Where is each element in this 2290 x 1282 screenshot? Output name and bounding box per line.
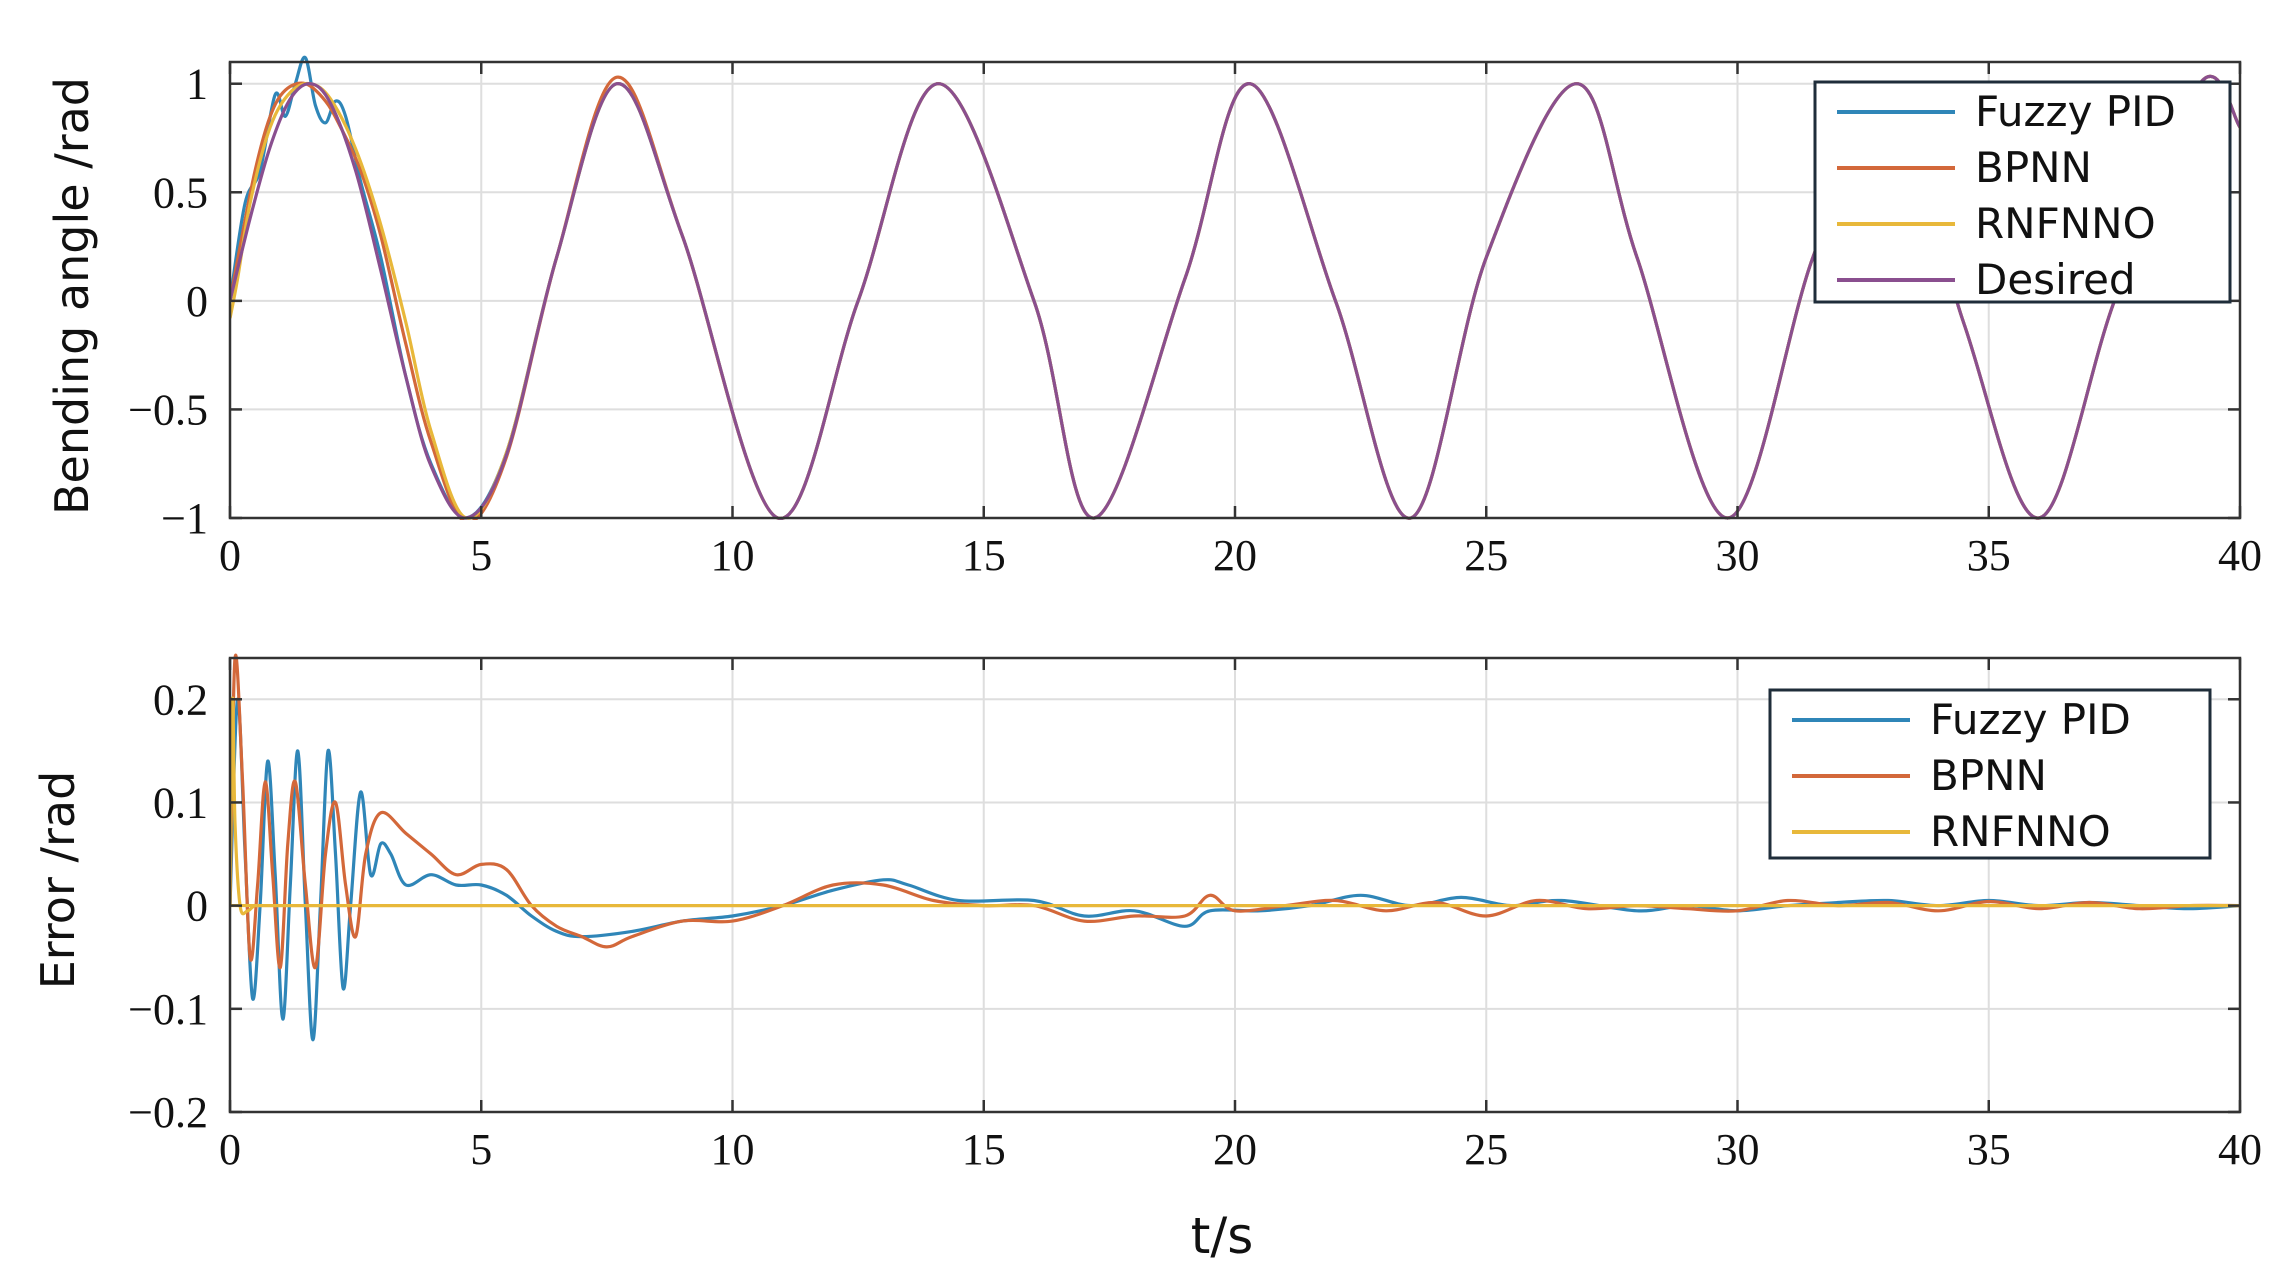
bending-y-axis-label: Bending angle /rad: [45, 77, 99, 515]
bending-y-tick-label: 1: [186, 60, 208, 109]
error-panel: 0 5 10 15 20 25 30 35 40 0.2 0.1 0 −0.1 −0.2 Error /r…: [31, 653, 2262, 1174]
bending-x-tick-label: 10: [711, 531, 755, 580]
error-y-tick-label: −0.2: [128, 1088, 208, 1137]
bending-y-tick-label: 0: [186, 277, 208, 326]
error-legend-label-rnfnno: RNFNNO: [1930, 807, 2111, 856]
error-legend-label-bpnn: BPNN: [1930, 751, 2047, 800]
bending-x-tick-label: 0: [219, 531, 241, 580]
error-y-tick-label: 0: [186, 882, 208, 931]
bending-x-tick-label: 15: [962, 531, 1006, 580]
bending-legend: Fuzzy PID BPNN RNFNNO Desired: [1813, 80, 2232, 304]
bending-y-tick-label: 0.5: [153, 168, 208, 217]
bending-legend-box: [1813, 80, 2232, 304]
error-x-tick-label: 40: [2218, 1125, 2262, 1174]
error-x-tick-label: 35: [1967, 1125, 2011, 1174]
bending-x-tick-label: 40: [2218, 531, 2262, 580]
bending-ticks: 0 5 10 15 20 25 30 35 40 1 0.5 0 −0.5 −1: [128, 60, 2262, 580]
error-legend: Fuzzy PID BPNN RNFNNO: [1768, 688, 2212, 860]
bending-y-tick-label: −0.5: [128, 385, 208, 434]
error-x-tick-label: 5: [470, 1125, 492, 1174]
error-x-tick-label: 25: [1464, 1125, 1508, 1174]
error-x-tick-label: 30: [1716, 1125, 1760, 1174]
error-y-tick-label: 0.1: [153, 778, 208, 827]
bending-legend-label-desired: Desired: [1975, 255, 2136, 304]
error-legend-label-fuzzy-pid: Fuzzy PID: [1930, 695, 2131, 744]
bending-y-tick-label: −1: [161, 494, 208, 543]
bending-angle-panel: 0 5 10 15 20 25 30 35 40 1 0.5 0 −0.5 −1 Bending angl…: [45, 55, 2262, 580]
bending-x-tick-label: 20: [1213, 531, 1257, 580]
error-y-tick-label: 0.2: [153, 675, 208, 724]
error-ticks: 0 5 10 15 20 25 30 35 40 0.2 0.1 0 −0.1 −0.2: [128, 658, 2262, 1174]
bending-x-tick-label: 5: [470, 531, 492, 580]
x-axis-label: t/s: [1191, 1207, 1254, 1265]
error-y-axis-label: Error /rad: [31, 771, 85, 990]
bending-legend-label-rnfnno: RNFNNO: [1975, 199, 2156, 248]
bending-x-tick-label: 35: [1967, 531, 2011, 580]
error-y-tick-label: −0.1: [128, 985, 208, 1034]
error-x-tick-label: 10: [711, 1125, 755, 1174]
bending-x-tick-label: 25: [1464, 531, 1508, 580]
error-x-tick-label: 0: [219, 1125, 241, 1174]
bending-x-tick-label: 30: [1716, 531, 1760, 580]
bending-legend-label-fuzzy-pid: Fuzzy PID: [1975, 87, 2176, 136]
error-x-tick-label: 15: [962, 1125, 1006, 1174]
bending-legend-label-bpnn: BPNN: [1975, 143, 2092, 192]
error-x-tick-label: 20: [1213, 1125, 1257, 1174]
